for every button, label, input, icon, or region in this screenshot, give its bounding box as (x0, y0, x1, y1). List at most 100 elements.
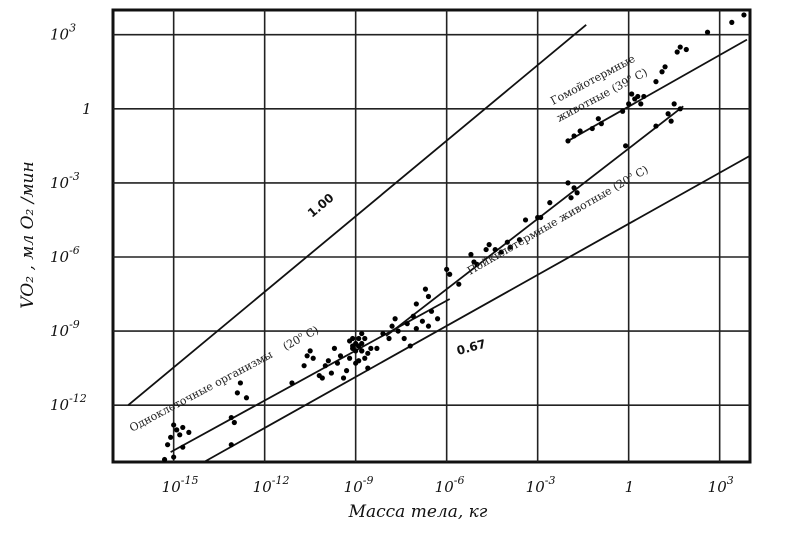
data-point-s1-1 (422, 286, 429, 292)
x-tick-base-1: 10 (253, 478, 273, 496)
data-point-s0-44 (362, 335, 368, 342)
group-label-homeotherm-degree: о (625, 72, 632, 81)
data-point-s0-62 (434, 316, 441, 322)
data-point-s2-0 (565, 138, 571, 144)
fit-line-poikilotherm (385, 105, 684, 337)
y-tick-base-4: 10 (50, 322, 70, 340)
data-point-s0-2 (171, 422, 177, 428)
x-tick-base-2: 10 (344, 478, 364, 496)
y-tick-label-3: 10-6 (50, 244, 80, 266)
data-point-s2-6 (620, 108, 626, 114)
x-tick-base-3: 10 (435, 478, 455, 496)
data-point-s0-12 (228, 442, 234, 448)
x-tick-base-0: 10 (162, 478, 182, 496)
x-axis-title: Масса тела, кг (348, 502, 488, 522)
x-tick-base-6: 10 (708, 478, 728, 496)
y-tick-label-1: 1 (82, 100, 92, 118)
fit-line-unicellular (170, 298, 451, 453)
data-point-s0-48 (365, 350, 371, 356)
data-point-s2-12 (641, 93, 647, 100)
data-point-s0-61 (425, 323, 432, 329)
y-tick-label-2: 10-3 (50, 170, 80, 192)
data-point-s0-52 (380, 330, 386, 337)
data-point-s1-13 (504, 239, 510, 245)
data-point-s1-28 (677, 106, 683, 112)
data-point-s0-38 (368, 345, 374, 351)
y-tick-label-5: 10-12 (50, 392, 87, 414)
data-point-s0-20 (310, 355, 316, 361)
data-point-s0-14 (237, 380, 243, 386)
data-point-s2-14 (659, 69, 665, 75)
group-label-poikilotherm-temp-open: ( (611, 180, 621, 193)
data-point-s2-1 (571, 133, 577, 139)
data-point-s1-12 (498, 249, 504, 255)
data-point-s0-6 (161, 456, 168, 463)
data-point-s2-2 (577, 128, 583, 134)
data-point-s1-23 (574, 190, 580, 196)
data-point-s0-55 (395, 328, 401, 334)
data-point-s0-24 (325, 358, 331, 364)
data-point-s0-37 (365, 365, 371, 371)
data-points (161, 12, 747, 463)
data-point-s0-53 (386, 335, 392, 342)
data-point-s0-10 (228, 414, 234, 421)
data-point-s0-46 (353, 348, 359, 354)
data-point-s0-56 (401, 335, 407, 342)
data-point-s0-0 (168, 434, 174, 440)
y-tick-exp-3: -6 (69, 244, 80, 257)
data-point-s2-10 (635, 93, 641, 100)
data-point-s2-15 (662, 64, 668, 70)
data-point-s2-17 (677, 44, 683, 50)
data-point-s1-21 (568, 195, 574, 201)
x-tick-exp-3: -6 (454, 474, 465, 487)
data-point-s2-8 (629, 91, 635, 97)
data-point-s1-11 (492, 246, 498, 253)
data-point-s0-8 (180, 424, 186, 431)
data-point-s1-14 (507, 244, 513, 250)
data-point-s1-6 (468, 251, 474, 258)
data-point-s1-25 (653, 123, 659, 129)
data-point-s2-19 (704, 29, 711, 35)
data-point-s0-5 (180, 444, 186, 450)
data-point-s1-10 (486, 242, 492, 248)
data-point-s2-21 (741, 12, 747, 18)
data-point-s0-49 (359, 330, 365, 337)
x-tick-label-1: 10-12 (253, 474, 290, 496)
data-point-s1-5 (456, 281, 462, 287)
data-point-s0-15 (243, 395, 250, 401)
reference-line-1 (203, 154, 751, 463)
data-point-s0-26 (331, 345, 338, 351)
data-point-s1-0 (413, 301, 419, 307)
x-tick-label-0: 10-15 (162, 474, 199, 496)
group-label-unicellular-temp: 20 (284, 333, 302, 351)
x-tick-label-2: 10-9 (344, 474, 374, 496)
y-tick-label-0: 103 (50, 22, 76, 44)
data-point-s0-3 (177, 432, 183, 438)
y-tick-exp-2: -3 (69, 170, 80, 183)
y-tick-exp-5: -12 (69, 392, 87, 405)
data-point-s0-4 (165, 442, 171, 448)
data-point-s0-28 (337, 353, 344, 359)
data-point-s0-60 (419, 318, 425, 324)
x-tick-exp-6: 3 (727, 474, 734, 487)
grid (113, 10, 750, 462)
data-point-s0-11 (231, 419, 237, 426)
y-axis-title: VO₂ , мл O₂ /мин (18, 161, 38, 308)
data-point-s0-30 (343, 368, 350, 374)
data-point-s0-36 (362, 355, 368, 361)
x-tick-label-3: 10-6 (435, 474, 465, 496)
data-point-s0-22 (319, 375, 325, 381)
data-point-s0-54 (389, 323, 395, 329)
data-point-s0-18 (304, 353, 310, 359)
data-point-s2-18 (683, 46, 689, 53)
data-point-s1-24 (623, 143, 629, 149)
y-tick-exp-0: 3 (69, 22, 76, 35)
data-point-s1-15 (516, 237, 523, 243)
data-point-s2-5 (598, 121, 604, 127)
x-tick-base-5: 1 (625, 478, 635, 496)
data-point-s1-2 (425, 293, 432, 300)
y-tick-base-0: 10 (50, 26, 70, 44)
data-point-s1-9 (483, 246, 489, 253)
